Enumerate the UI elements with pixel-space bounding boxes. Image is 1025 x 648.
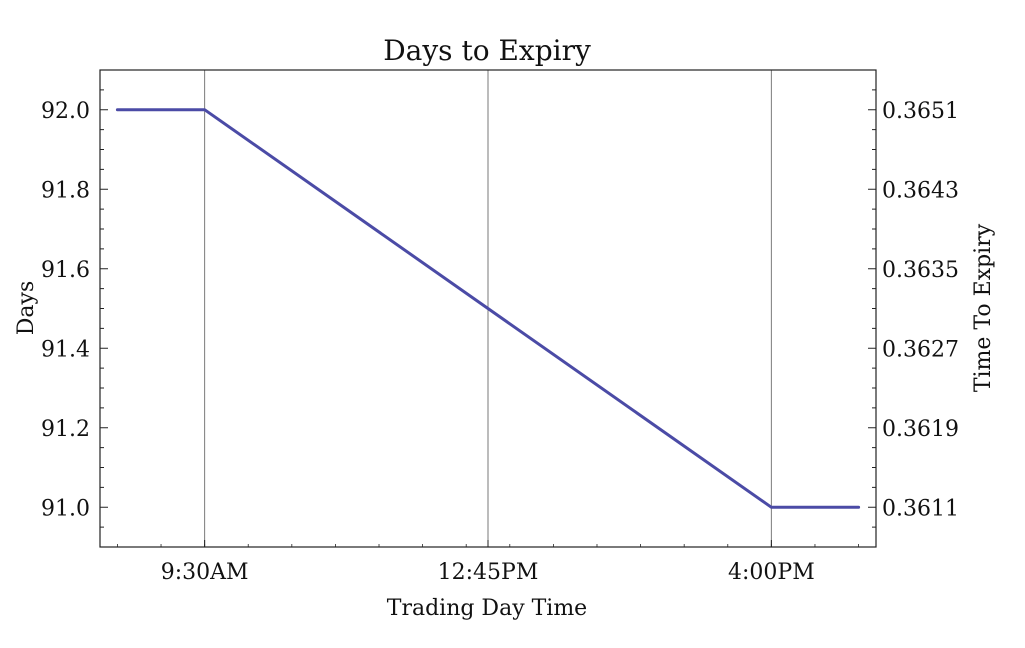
y-axis-title: Days — [14, 281, 39, 335]
x-tick-label-1: 12:45PM — [438, 560, 539, 585]
axis-ticks — [100, 69, 876, 548]
y2-axis-title: Time To Expiry — [971, 223, 996, 392]
y2-tick-label-2: 0.3635 — [882, 258, 959, 283]
y-tick-label-0: 92.0 — [41, 99, 90, 124]
y-tick-label-5: 91.0 — [41, 496, 90, 521]
y2-tick-label-0: 0.3651 — [882, 99, 959, 124]
y2-tick-label-5: 0.3611 — [882, 496, 959, 521]
y-tick-label-2: 91.6 — [41, 258, 90, 283]
y2-tick-label-3: 0.3627 — [882, 337, 959, 362]
series-line-0 — [115, 108, 861, 509]
y-tick-label-4: 91.2 — [41, 417, 90, 442]
series-layer — [115, 108, 861, 509]
x-axis-title: Trading Day Time — [387, 596, 587, 621]
y2-tick-label-1: 0.3643 — [882, 178, 959, 203]
y-tick-label-1: 91.8 — [41, 178, 90, 203]
chart-title: Days to Expiry — [383, 34, 591, 67]
y-tick-label-3: 91.4 — [41, 337, 90, 362]
tick-labels: 9:30AM 12:45PM 4:00PM 92.0 91.8 91.6 91.4 91.2 9… — [41, 99, 959, 585]
x-tick-label-0: 9:30AM — [161, 560, 249, 585]
y2-tick-label-4: 0.3619 — [882, 417, 959, 442]
x-tick-label-2: 4:00PM — [728, 560, 815, 585]
